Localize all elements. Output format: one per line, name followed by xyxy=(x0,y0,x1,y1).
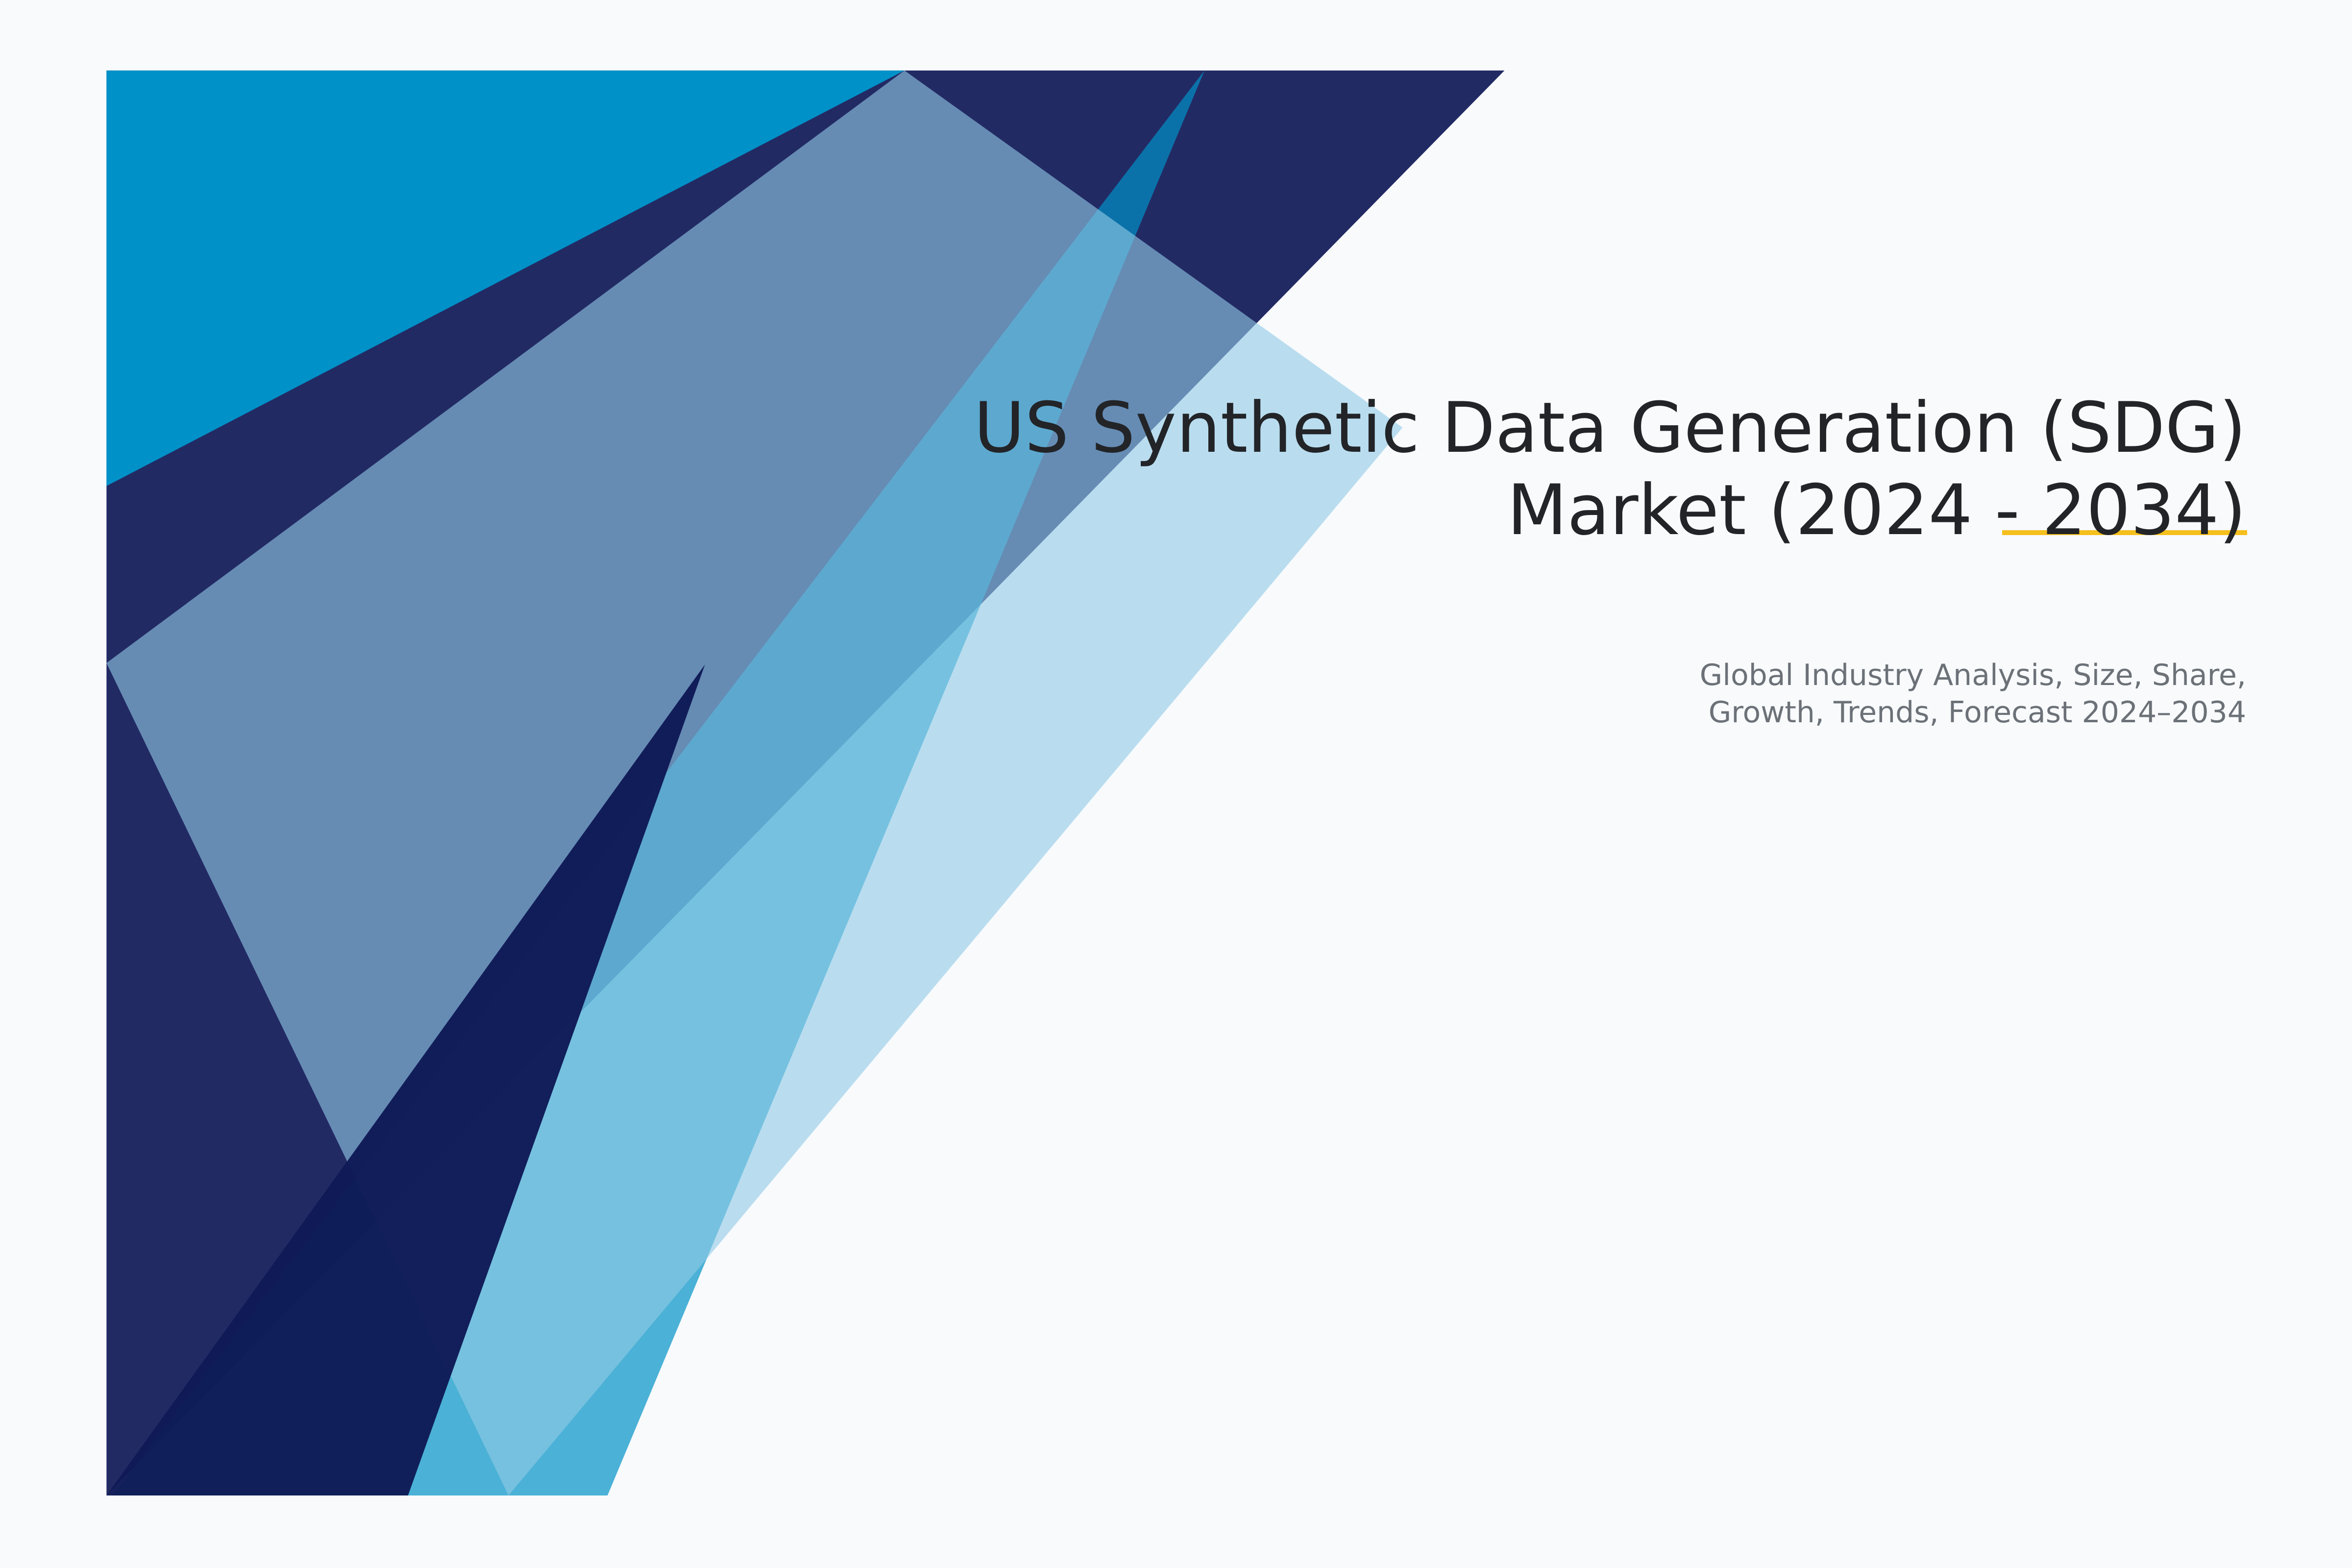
page-subtitle: Global Industry Analysis, Size, Share, G… xyxy=(1700,657,2246,731)
title-line-1: US Synthetic Data Generation (SDG) xyxy=(974,388,2246,468)
title-accent-underline xyxy=(2002,530,2247,535)
deep-navy-triangle xyxy=(106,664,705,1496)
title-line-2: Market (2024 - 2034) xyxy=(1507,470,2246,551)
subtitle-line-2: Growth, Trends, Forecast 2024–2034 xyxy=(1708,695,2246,730)
page-title: US Synthetic Data Generation (SDG) Marke… xyxy=(974,387,2246,552)
subtitle-line-1: Global Industry Analysis, Size, Share, xyxy=(1699,658,2246,692)
